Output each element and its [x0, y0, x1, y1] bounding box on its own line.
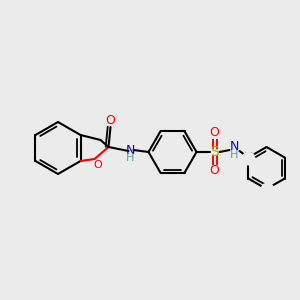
- Text: O: O: [106, 113, 116, 127]
- Text: H: H: [126, 153, 135, 163]
- Text: N: N: [262, 182, 271, 196]
- Text: H: H: [230, 150, 239, 160]
- Text: O: O: [93, 160, 102, 170]
- Text: S: S: [210, 145, 219, 159]
- Text: N: N: [244, 151, 253, 164]
- Text: N: N: [230, 140, 239, 152]
- Text: N: N: [126, 143, 135, 157]
- Text: O: O: [210, 164, 220, 178]
- Text: O: O: [210, 127, 220, 140]
